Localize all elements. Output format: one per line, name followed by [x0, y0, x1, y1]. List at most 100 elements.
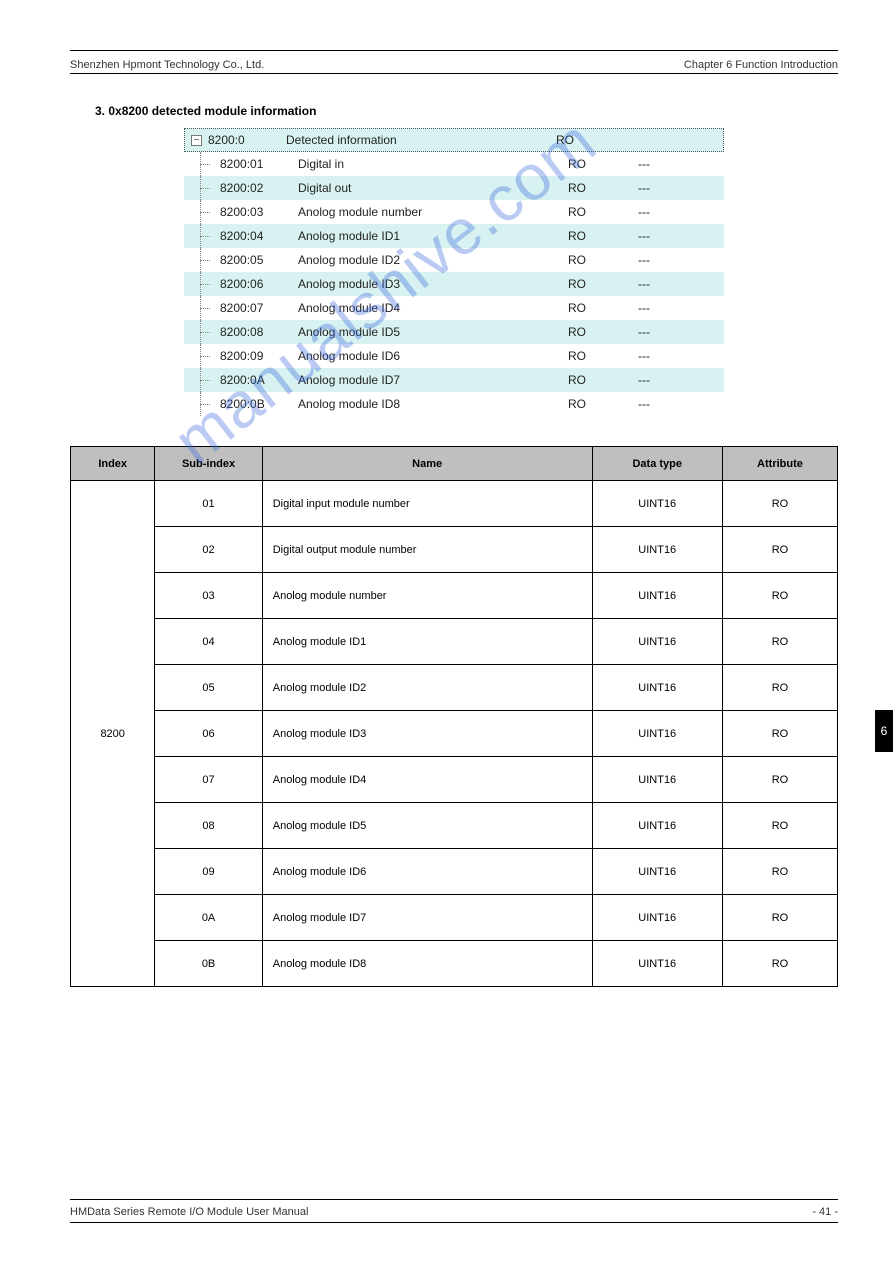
cell-name: Anolog module ID2 — [262, 665, 592, 711]
table-row: 0AAnolog module ID7UINT16RO — [71, 895, 838, 941]
tree-branch-icon — [194, 248, 214, 272]
table-row: 0BAnolog module ID8UINT16RO — [71, 941, 838, 987]
tree-row: 8200:05Anolog module ID2RO--- — [184, 248, 724, 272]
cell-name: Anolog module ID4 — [262, 757, 592, 803]
collapse-icon: − — [191, 135, 202, 146]
tree-idx: 8200:03 — [220, 205, 298, 219]
cell-attr: RO — [722, 849, 837, 895]
cell-dtype: UINT16 — [592, 665, 722, 711]
cell-name: Digital output module number — [262, 527, 592, 573]
tree-branch-icon — [194, 152, 214, 176]
tree-idx: 8200:05 — [220, 253, 298, 267]
tree-flag: RO — [568, 181, 638, 195]
tree-flag: RO — [568, 205, 638, 219]
tree-idx: 8200:02 — [220, 181, 298, 195]
tree-flag: RO — [568, 325, 638, 339]
cell-dtype: UINT16 — [592, 573, 722, 619]
tree-row: 8200:09Anolog module ID6RO--- — [184, 344, 724, 368]
tree-branch-icon — [194, 176, 214, 200]
tree-row: 8200:0AAnolog module ID7RO--- — [184, 368, 724, 392]
cell-subindex: 09 — [155, 849, 262, 895]
tree-row: 8200:06Anolog module ID3RO--- — [184, 272, 724, 296]
header-left: Shenzhen Hpmont Technology Co., Ltd. — [70, 59, 264, 71]
tree-row: 8200:07Anolog module ID4RO--- — [184, 296, 724, 320]
tree-idx: 8200:07 — [220, 301, 298, 315]
table-header: Attribute — [722, 447, 837, 481]
header-right: Chapter 6 Function Introduction — [684, 59, 838, 71]
table-row: 03Anolog module numberUINT16RO — [71, 573, 838, 619]
tree-val: --- — [638, 325, 678, 339]
tree-val: --- — [638, 205, 678, 219]
cell-dtype: UINT16 — [592, 803, 722, 849]
tree-idx: 8200:0A — [220, 373, 298, 387]
table-header: Sub-index — [155, 447, 262, 481]
cell-name: Digital input module number — [262, 481, 592, 527]
cell-dtype: UINT16 — [592, 757, 722, 803]
tree-idx: 8200:01 — [220, 157, 298, 171]
cell-dtype: UINT16 — [592, 849, 722, 895]
cell-dtype: UINT16 — [592, 941, 722, 987]
cell-dtype: UINT16 — [592, 527, 722, 573]
tree-flag: RO — [568, 301, 638, 315]
tree-row: 8200:04Anolog module ID1RO--- — [184, 224, 724, 248]
tree-branch-icon — [194, 368, 214, 392]
table-row: 05Anolog module ID2UINT16RO — [71, 665, 838, 711]
table-row: 09Anolog module ID6UINT16RO — [71, 849, 838, 895]
tree-row: 8200:01Digital inRO--- — [184, 152, 724, 176]
detected-info-tree: − 8200:0 Detected information RO 8200:01… — [184, 128, 724, 416]
tree-branch-icon — [194, 320, 214, 344]
cell-subindex: 0B — [155, 941, 262, 987]
tree-name: Anolog module ID4 — [298, 301, 568, 315]
tree-name: Anolog module ID3 — [298, 277, 568, 291]
cell-dtype: UINT16 — [592, 619, 722, 665]
tree-name: Anolog module ID1 — [298, 229, 568, 243]
cell-name: Anolog module ID5 — [262, 803, 592, 849]
tree-val: --- — [638, 157, 678, 171]
tree-val: --- — [638, 349, 678, 363]
tree-val: --- — [638, 181, 678, 195]
tree-val: --- — [638, 253, 678, 267]
tree-val: --- — [638, 397, 678, 411]
tree-idx: 8200:04 — [220, 229, 298, 243]
cell-subindex: 01 — [155, 481, 262, 527]
cell-name: Anolog module ID3 — [262, 711, 592, 757]
tree-idx: 8200:0B — [220, 397, 298, 411]
cell-attr: RO — [722, 481, 837, 527]
tree-idx: 8200:06 — [220, 277, 298, 291]
tree-branch-icon — [194, 344, 214, 368]
cell-name: Anolog module ID8 — [262, 941, 592, 987]
parameter-table: IndexSub-indexNameData typeAttribute 820… — [70, 446, 838, 987]
tree-name: Anolog module ID8 — [298, 397, 568, 411]
tree-name: Digital in — [298, 157, 568, 171]
footer-left: HMData Series Remote I/O Module User Man… — [70, 1206, 308, 1218]
tree-flag: RO — [568, 349, 638, 363]
tree-name: Anolog module number — [298, 205, 568, 219]
table-row: 08Anolog module ID5UINT16RO — [71, 803, 838, 849]
cell-subindex: 08 — [155, 803, 262, 849]
cell-attr: RO — [722, 573, 837, 619]
cell-subindex: 02 — [155, 527, 262, 573]
table-row: 02Digital output module numberUINT16RO — [71, 527, 838, 573]
tree-header-flag: RO — [556, 133, 626, 147]
tree-flag: RO — [568, 397, 638, 411]
side-tab: 6 — [875, 710, 893, 752]
tree-val: --- — [638, 229, 678, 243]
tree-branch-icon — [194, 296, 214, 320]
cell-index: 8200 — [71, 481, 155, 987]
tree-branch-icon — [194, 272, 214, 296]
cell-attr: RO — [722, 757, 837, 803]
tree-branch-icon — [194, 224, 214, 248]
cell-dtype: UINT16 — [592, 481, 722, 527]
cell-subindex: 0A — [155, 895, 262, 941]
table-header: Name — [262, 447, 592, 481]
tree-branch-icon — [194, 392, 214, 416]
cell-name: Anolog module ID6 — [262, 849, 592, 895]
cell-attr: RO — [722, 895, 837, 941]
tree-branch-icon — [194, 200, 214, 224]
table-header: Data type — [592, 447, 722, 481]
tree-name: Anolog module ID5 — [298, 325, 568, 339]
tree-row: 8200:03Anolog module numberRO--- — [184, 200, 724, 224]
section-label: 3. 0x8200 detected module information — [95, 104, 838, 118]
tree-name: Anolog module ID7 — [298, 373, 568, 387]
table-header: Index — [71, 447, 155, 481]
